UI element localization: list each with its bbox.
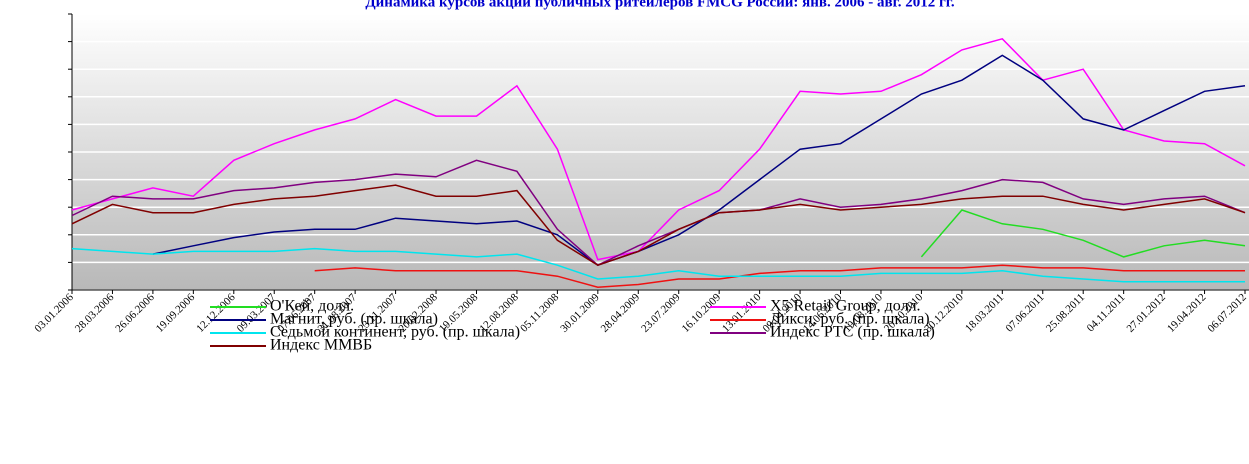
series-line: [920, 209, 1246, 258]
x-tick-label: 04.11.2011: [1085, 291, 1128, 334]
legend-label: Индекс ММВБ: [270, 337, 372, 354]
x-tick-label: 07.06.2011: [1003, 291, 1046, 334]
x-tick-label: 30.01.2009: [558, 291, 602, 335]
x-tick-label: 06.07.2012: [1205, 291, 1248, 334]
series-line: [71, 247, 1245, 283]
legend-label: X5 Retail Group, долл.: [770, 298, 921, 315]
legend-label: Дикси, руб. (пр. шкала): [770, 311, 930, 328]
x-tick-label: 26.06.2006: [113, 291, 157, 335]
x-tick-label: 18.03.2011: [963, 291, 1006, 334]
x-tick-label: 25.08.2011: [1044, 291, 1087, 334]
x-tick-label: 05.11.2008: [518, 291, 562, 335]
x-tick-label: 13.01.2010: [720, 291, 764, 335]
x-tick-label: 19.09.2006: [154, 291, 198, 335]
x-tick-label: 28.03.2006: [73, 291, 117, 335]
x-tick-label: 19.04.2012: [1165, 291, 1208, 334]
legend-label: Седьмой континент, руб. (пр. шкала): [270, 324, 520, 341]
series-line: [71, 184, 1246, 267]
x-tick-label: 16.10.2009: [680, 291, 724, 335]
series-line: [314, 264, 1245, 288]
series-line: [71, 159, 1246, 267]
x-tick-label: 03.01.2006: [32, 291, 76, 335]
legend-label: Индекс РТС (пр. шкала): [770, 324, 935, 341]
chart-title: Динамика курсов акций публичных ритейлер…: [365, 0, 955, 10]
x-tick-label: 27.01.2012: [1125, 291, 1168, 334]
x-tick-label: 12.12.2006: [194, 291, 238, 335]
x-tick-label: 23.07.2009: [639, 291, 683, 335]
series-line: [152, 54, 1246, 267]
legend-label: Магнит, руб. (пр. шкала): [270, 311, 438, 328]
x-tick-label: 28.04.2009: [599, 291, 643, 335]
series-line: [71, 37, 1246, 261]
legend-label: О'Кей, долл.: [270, 298, 354, 315]
